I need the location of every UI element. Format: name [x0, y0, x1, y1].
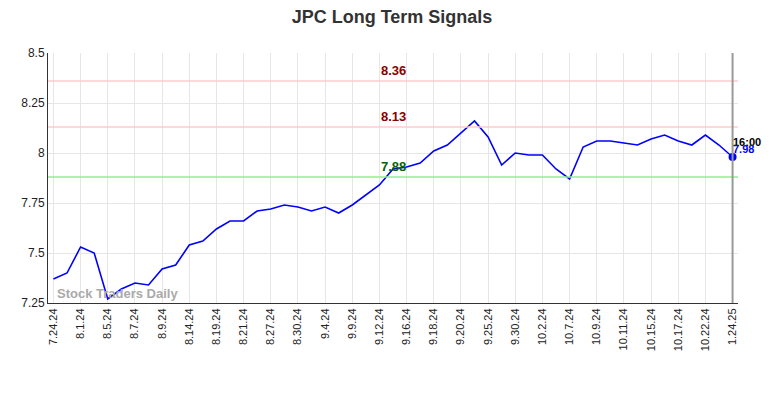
svg-text:1.24.25: 1.24.25: [726, 308, 738, 345]
svg-text:7.88: 7.88: [381, 159, 406, 174]
svg-text:8: 8: [38, 146, 45, 160]
svg-text:7.25: 7.25: [21, 296, 45, 310]
svg-text:7.24.24: 7.24.24: [47, 308, 59, 345]
svg-text:8.7.24: 8.7.24: [129, 308, 141, 339]
svg-text:9.20.24: 9.20.24: [454, 308, 466, 345]
svg-text:JPC Long Term Signals: JPC Long Term Signals: [292, 7, 493, 27]
svg-text:10.17.24: 10.17.24: [672, 308, 684, 351]
svg-text:8.14.24: 8.14.24: [183, 308, 195, 345]
svg-text:16:00: 16:00: [733, 136, 761, 148]
svg-text:10.2.24: 10.2.24: [536, 308, 548, 345]
svg-text:9.9.24: 9.9.24: [346, 308, 358, 339]
svg-text:8.9.24: 8.9.24: [156, 308, 168, 339]
svg-text:9.25.24: 9.25.24: [482, 308, 494, 345]
svg-text:8.30.24: 8.30.24: [291, 308, 303, 345]
svg-text:8.1.24: 8.1.24: [74, 308, 86, 339]
svg-text:9.30.24: 9.30.24: [509, 308, 521, 345]
svg-text:10.22.24: 10.22.24: [699, 308, 711, 351]
svg-text:8.19.24: 8.19.24: [210, 308, 222, 345]
svg-text:8.25: 8.25: [21, 96, 45, 110]
svg-text:8.5.24: 8.5.24: [101, 308, 113, 339]
svg-text:10.15.24: 10.15.24: [645, 308, 657, 351]
svg-text:8.36: 8.36: [381, 63, 406, 78]
svg-text:7.98: 7.98: [733, 143, 754, 155]
svg-text:10.9.24: 10.9.24: [590, 308, 602, 345]
svg-text:9.12.24: 9.12.24: [373, 308, 385, 345]
svg-text:8.21.24: 8.21.24: [237, 308, 249, 345]
svg-text:7.75: 7.75: [21, 196, 45, 210]
svg-text:8.13: 8.13: [381, 109, 406, 124]
svg-text:9.18.24: 9.18.24: [427, 308, 439, 345]
svg-text:8.27.24: 8.27.24: [264, 308, 276, 345]
svg-text:8.5: 8.5: [28, 46, 45, 60]
svg-text:7.5: 7.5: [28, 246, 45, 260]
svg-text:10.11.24: 10.11.24: [617, 308, 629, 350]
svg-text:Stock Traders Daily: Stock Traders Daily: [57, 286, 178, 301]
svg-text:9.16.24: 9.16.24: [400, 308, 412, 345]
svg-text:9.4.24: 9.4.24: [319, 308, 331, 339]
svg-text:10.7.24: 10.7.24: [563, 308, 575, 345]
